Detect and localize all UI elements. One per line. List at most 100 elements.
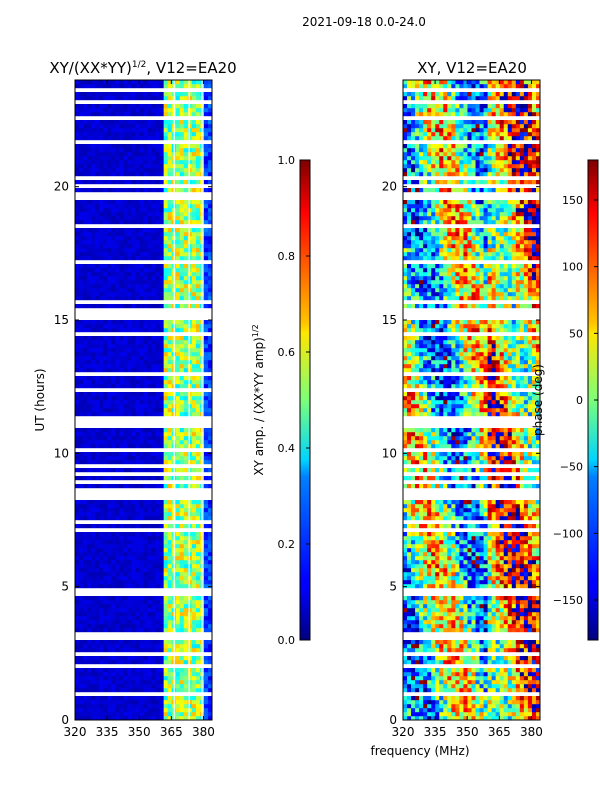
heatmap-cell [203, 524, 209, 529]
heatmap-cell [159, 648, 164, 653]
heatmap-cell [111, 252, 116, 257]
heatmap-cell [163, 576, 168, 581]
heatmap-cell [79, 292, 84, 297]
heatmap-cell [87, 256, 92, 261]
heatmap-cell [75, 576, 80, 581]
heatmap-cell [87, 408, 92, 413]
heatmap-cell [75, 640, 80, 645]
heatmap-cell [127, 564, 132, 569]
heatmap-cell [107, 124, 112, 129]
heatmap-cell [115, 264, 120, 269]
heatmap-cell [83, 240, 88, 245]
heatmap-cell [411, 712, 416, 717]
heatmap-cell [159, 340, 164, 345]
heatmap-cell [431, 684, 436, 689]
heatmap-cell [151, 600, 156, 605]
heatmap-cell [447, 668, 452, 673]
heatmap-cell [175, 288, 181, 293]
heatmap-cell [183, 180, 189, 185]
heatmap-cell [75, 108, 80, 113]
heatmap-cell [103, 700, 108, 705]
heatmap-cell [79, 656, 84, 661]
heatmap-cell [531, 640, 537, 645]
heatmap-cell [183, 104, 189, 109]
heatmap-cell [103, 104, 108, 109]
heatmap-cell [139, 240, 144, 245]
heatmap-cell [151, 688, 156, 693]
heatmap-cell [91, 624, 96, 629]
heatmap-cell [191, 616, 197, 621]
heatmap-cell [111, 456, 116, 461]
heatmap-cell [163, 684, 168, 689]
heatmap-cell [79, 572, 84, 577]
heatmap-cell [75, 244, 80, 249]
heatmap-cell [147, 304, 152, 309]
heatmap-cell [111, 172, 116, 177]
heatmap-cell [147, 536, 152, 541]
heatmap-cell [179, 352, 185, 357]
heatmap-cell [115, 92, 120, 97]
heatmap-cell [455, 628, 460, 633]
heatmap-cell [119, 456, 124, 461]
heatmap-cell [75, 428, 80, 433]
heatmap-cell [483, 708, 488, 713]
heatmap-cell [123, 280, 128, 285]
heatmap-cell [151, 336, 156, 341]
heatmap-cell [479, 660, 484, 665]
heatmap-cell [135, 336, 140, 341]
heatmap-cell [107, 580, 112, 585]
heatmap-cell [195, 212, 201, 217]
heatmap-cell [155, 112, 160, 117]
heatmap-cell [179, 560, 185, 565]
heatmap-cell [151, 660, 156, 665]
heatmap-cell [119, 164, 124, 169]
heatmap-cell [443, 656, 448, 661]
heatmap-cell [135, 624, 140, 629]
heatmap-cell [179, 364, 185, 369]
heatmap-cell [79, 596, 84, 601]
heatmap-cell [519, 704, 525, 709]
heatmap-cell [147, 696, 152, 701]
heatmap-cell [203, 612, 209, 617]
heatmap-cell [83, 524, 88, 529]
heatmap-cell [491, 676, 496, 681]
heatmap-cell [531, 672, 537, 677]
heatmap-cell [127, 432, 132, 437]
heatmap-cell [191, 668, 197, 673]
heatmap-cell [143, 536, 148, 541]
heatmap-cell [99, 428, 104, 433]
heatmap-cell [151, 456, 156, 461]
heatmap-cell [107, 180, 112, 185]
heatmap-cell [131, 524, 136, 529]
heatmap-cell [503, 624, 509, 629]
heatmap-cell [207, 552, 212, 557]
heatmap-cell [203, 456, 209, 461]
heatmap-cell [163, 304, 168, 309]
heatmap-cell [411, 644, 416, 649]
heatmap-cell [107, 92, 112, 97]
heatmap-cell [447, 624, 452, 629]
heatmap-cell [99, 276, 104, 281]
heatmap-cell [195, 148, 201, 153]
heatmap-cell [123, 172, 128, 177]
heatmap-cell [207, 444, 212, 449]
heatmap-cell [91, 640, 96, 645]
heatmap-cell [423, 656, 428, 661]
heatmap-cell [139, 600, 144, 605]
heatmap-cell [99, 680, 104, 685]
heatmap-cell [195, 440, 201, 445]
heatmap-cell [163, 452, 168, 457]
heatmap-cell [103, 292, 108, 297]
heatmap-cell [175, 400, 181, 405]
heatmap-cell [107, 172, 112, 177]
heatmap-cell [175, 508, 181, 513]
heatmap-cell [111, 580, 116, 585]
heatmap-cell [111, 552, 116, 557]
heatmap-cell [111, 612, 116, 617]
heatmap-cell [143, 660, 148, 665]
heatmap-cell [135, 160, 140, 165]
heatmap-cell [403, 640, 408, 645]
heatmap-cell [147, 656, 152, 661]
heatmap-cell [511, 700, 517, 705]
heatmap-cell [131, 344, 136, 349]
